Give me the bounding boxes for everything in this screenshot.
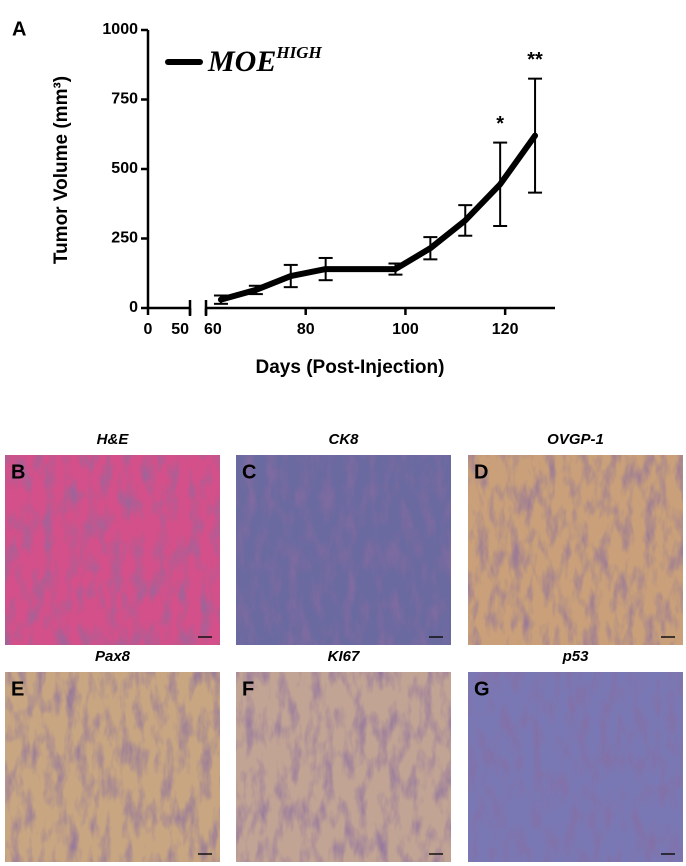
y-tick-label: 750 [111,91,138,108]
error-bar [423,236,438,261]
significance-mark: * [496,113,504,135]
error-bar [283,263,298,289]
panel-letter: F [242,678,254,700]
x-tick-label: 120 [492,321,519,338]
panel-letter: G [474,678,490,700]
y-tick-label: 0 [129,299,138,316]
panel-title: OVGP-1 [547,431,604,448]
x-tick-label: 60 [204,321,222,338]
panel-title: KI67 [328,648,360,665]
legend-superscript: HIGH [275,43,322,62]
error-bar [213,294,228,305]
micrograph-texture [5,672,220,862]
panel-label: A [12,18,26,40]
panel-title: CK8 [328,431,359,448]
x-tick-label: 0 [144,321,153,338]
micrograph-texture [5,455,220,645]
micrograph-texture [468,672,683,862]
error-bar [318,256,333,282]
micrograph-texture [236,672,451,862]
panel-letter: D [474,461,488,483]
error-bar [458,204,473,237]
legend-label: MOEHIGH [207,43,322,78]
y-tick-label: 1000 [102,21,138,38]
x-axis-label: Days (Post-Injection) [256,357,445,378]
y-tick-label: 250 [111,230,138,247]
data-line [217,132,539,303]
panel-letter: B [11,461,25,483]
significance-mark: ** [527,49,543,71]
error-bar [493,141,508,227]
error-bar [388,262,403,276]
panel-title: H&E [97,431,130,448]
x-tick-label: 80 [297,321,315,338]
panel-title: Pax8 [95,648,131,665]
micrograph-texture [236,455,451,645]
micrograph-texture [468,455,683,645]
legend-name: MOE [207,45,276,78]
y-tick-label: 500 [111,160,138,177]
x-tick-label: 100 [392,321,419,338]
panel-letter: E [11,678,24,700]
error-bar [528,77,543,194]
error-bar [248,284,263,296]
y-axis-label: Tumor Volume (mm³) [51,76,72,264]
panel-letter: C [242,461,256,483]
x-tick-label: 50 [171,321,189,338]
panel-title: p53 [562,648,590,665]
